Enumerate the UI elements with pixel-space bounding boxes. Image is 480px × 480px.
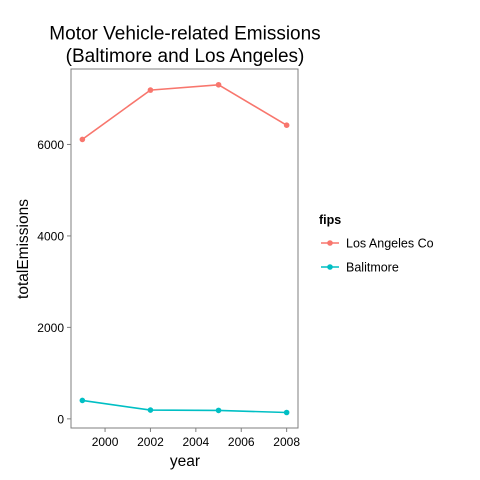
- data-point-balitmore: [80, 398, 86, 404]
- legend-key-point-los-angeles-co: [327, 240, 333, 246]
- legend: fips Los Angeles Co Balitmore: [319, 213, 434, 275]
- y-tick-label: 6000: [37, 138, 64, 152]
- x-tick-label: 2006: [228, 435, 255, 449]
- y-tick-label: 4000: [37, 229, 64, 243]
- legend-title: fips: [319, 213, 341, 227]
- x-tick-label: 2002: [137, 435, 164, 449]
- data-point-balitmore: [216, 408, 222, 414]
- x-axis-ticks: 2000 2002 2004 2006 2008: [92, 428, 301, 449]
- data-point-los-angeles-co: [216, 82, 222, 88]
- data-point-los-angeles-co: [148, 87, 154, 93]
- chart-title-line-1: Motor Vehicle-related Emissions: [49, 24, 320, 45]
- x-tick-label: 2004: [182, 435, 209, 449]
- x-tick-label: 2008: [273, 435, 300, 449]
- y-axis-title: totalEmissions: [15, 199, 32, 299]
- y-axis-ticks: 0 2000 4000 6000: [37, 138, 71, 426]
- x-tick-label: 2000: [92, 435, 119, 449]
- data-point-los-angeles-co: [80, 137, 86, 143]
- chart-title-line-2: (Baltimore and Los Angeles): [66, 46, 305, 67]
- y-tick-label: 2000: [37, 321, 64, 335]
- data-point-balitmore: [284, 410, 290, 416]
- data-point-balitmore: [148, 407, 154, 413]
- legend-key-point-balitmore: [327, 264, 333, 270]
- y-tick-label: 0: [57, 412, 64, 426]
- data-point-los-angeles-co: [284, 122, 290, 128]
- legend-items: Los Angeles Co Balitmore: [321, 237, 434, 275]
- legend-label-balitmore: Balitmore: [346, 261, 399, 275]
- legend-label-los-angeles-co: Los Angeles Co: [346, 237, 434, 251]
- x-axis-title: year: [170, 453, 200, 470]
